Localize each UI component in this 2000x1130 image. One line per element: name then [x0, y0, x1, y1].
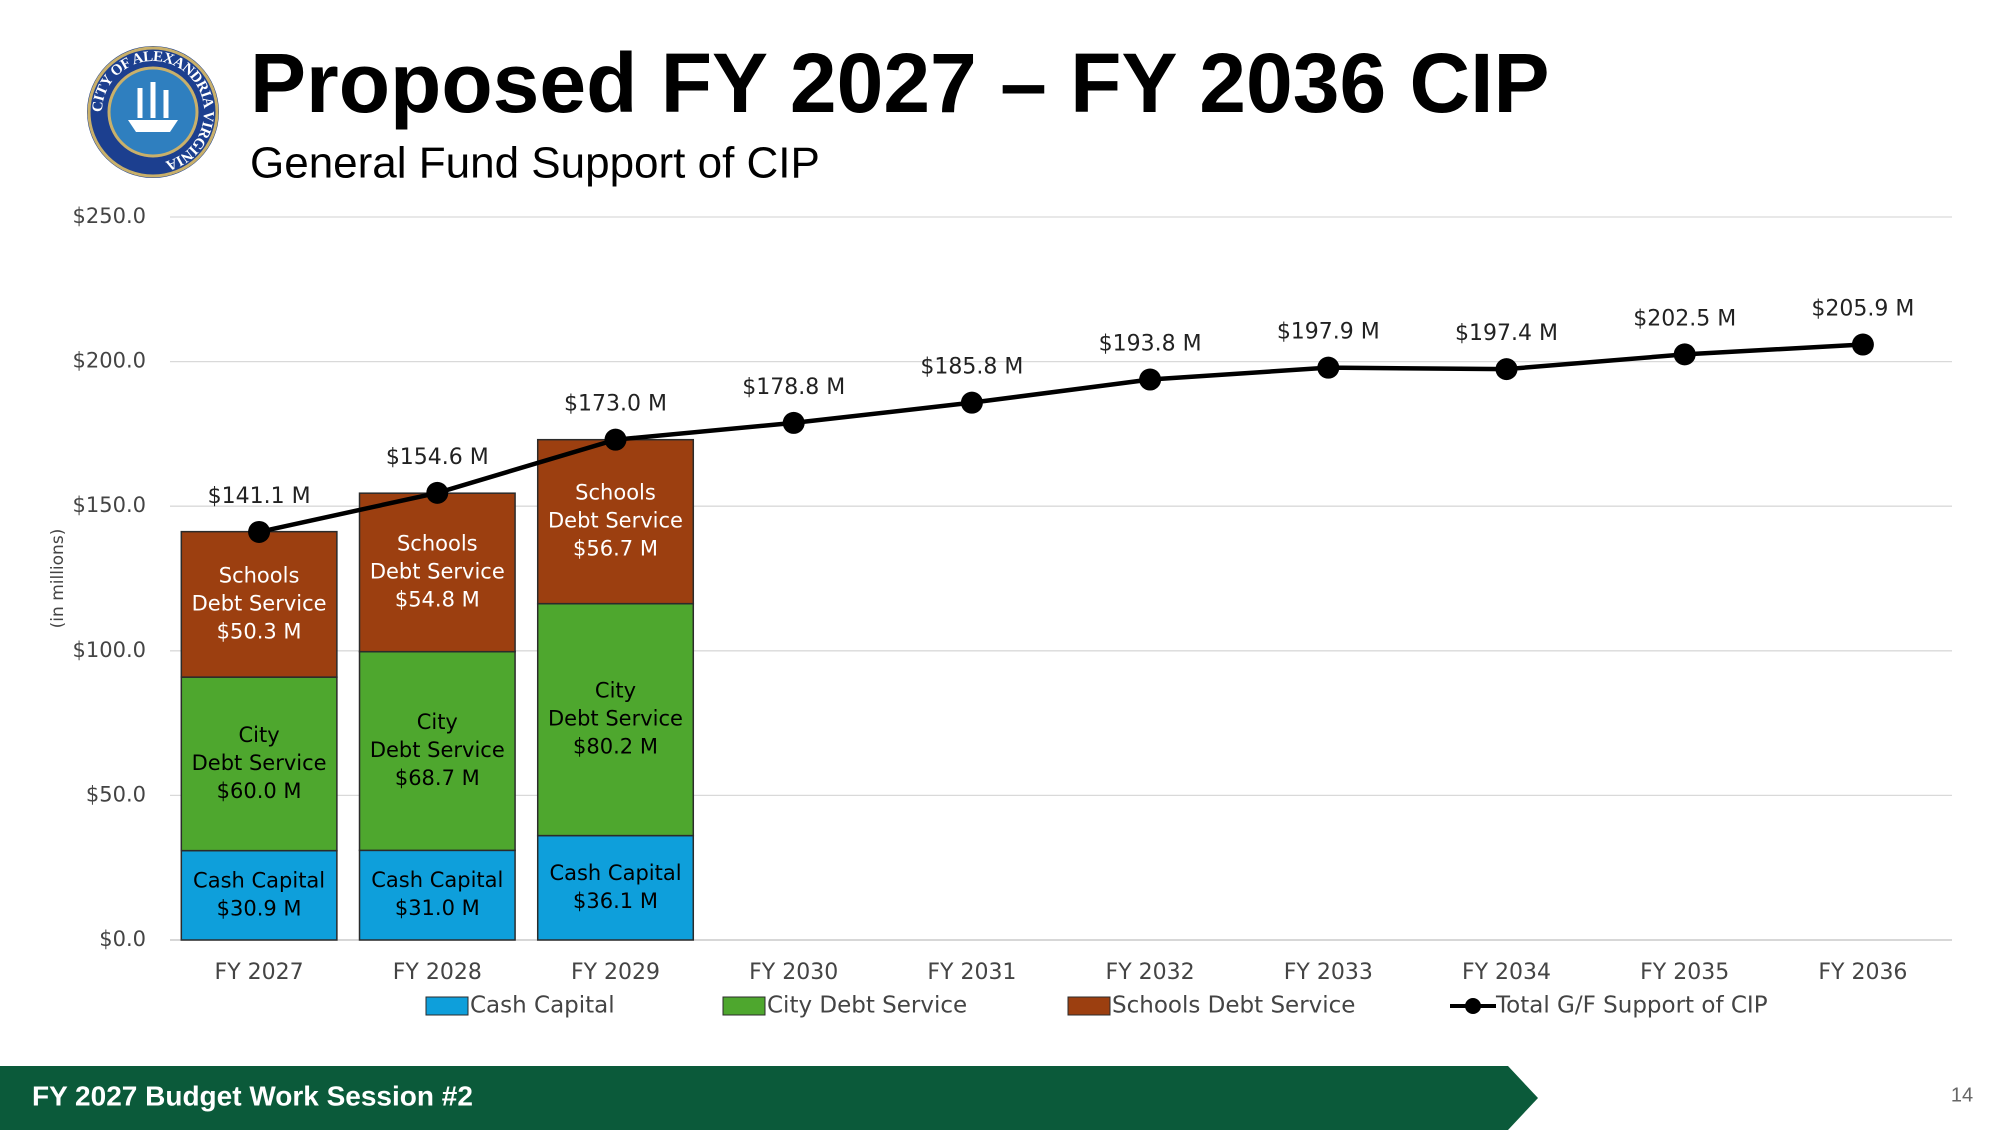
x-tick-label: FY 2028 — [393, 960, 482, 985]
total-point — [1139, 368, 1162, 391]
total-point — [426, 481, 449, 504]
bar-value-label: $50.3 M — [217, 619, 302, 643]
total-value-label: $154.6 M — [386, 445, 489, 470]
legend-label: Cash Capital — [470, 993, 615, 1019]
total-point — [248, 520, 271, 543]
x-tick-label: FY 2027 — [215, 960, 304, 985]
bar-segment — [536, 834, 695, 941]
y-tick-label: $100.0 — [73, 638, 146, 662]
legend-label: City Debt Service — [767, 993, 967, 1019]
legend-swatch — [425, 996, 469, 1016]
bar-label-name: Debt Service — [370, 738, 505, 762]
bar-label-name: Schools — [575, 481, 656, 505]
bar-segment — [180, 676, 338, 852]
bar-segment — [180, 849, 338, 941]
logo: CITY OF ALEXANDRIA VIRGINIA — [87, 46, 219, 178]
bar-value-label: $60.0 M — [217, 779, 302, 803]
bar-label-name: Debt Service — [192, 591, 327, 615]
bar-segment — [358, 849, 516, 941]
total-point — [1495, 358, 1518, 381]
y-tick-label: $50.0 — [86, 782, 146, 806]
x-tick-label: FY 2029 — [571, 960, 660, 985]
y-axis-label: (in millions) — [48, 529, 68, 629]
footer-band — [0, 1066, 1538, 1130]
bar-value-label: $54.8 M — [395, 587, 480, 611]
slide-subtitle: General Fund Support of CIP — [250, 139, 820, 188]
total-point — [1851, 333, 1874, 356]
x-tick-label: FY 2031 — [927, 960, 1016, 985]
bar-label-name: Schools — [219, 563, 300, 587]
total-value-label: $202.5 M — [1633, 306, 1736, 331]
bar-label-name: Schools — [397, 531, 478, 555]
chart: $0.0 $50.0 $100.0 $150.0 $200.0 $250.0 (in mil… — [48, 204, 1952, 1019]
y-tick-label: $0.0 — [99, 927, 146, 951]
bar-label-name: Debt Service — [548, 509, 683, 533]
x-tick-label: FY 2033 — [1284, 960, 1373, 985]
total-value-label: $197.4 M — [1455, 321, 1558, 346]
legend-label: Total G/F Support of CIP — [1495, 993, 1768, 1019]
total-point — [782, 411, 805, 434]
footer-text: FY 2027 Budget Work Session #2 — [32, 1080, 473, 1111]
total-point — [1673, 343, 1696, 366]
total-point — [960, 391, 983, 414]
bar-label-name: City — [239, 723, 280, 747]
logo-border — [87, 46, 219, 178]
bar-value-label: $56.7 M — [573, 537, 658, 561]
bar-value-label: $80.2 M — [573, 735, 658, 759]
bar-value-label: $36.1 M — [573, 889, 658, 913]
x-tick-label: FY 2032 — [1106, 960, 1195, 985]
bar-label-name: Cash Capital — [371, 868, 503, 892]
x-tick-label: FY 2036 — [1818, 960, 1907, 985]
total-value-label: $205.9 M — [1811, 297, 1914, 322]
bar-label-name: City — [595, 679, 636, 703]
legend-label: Schools Debt Service — [1112, 993, 1355, 1019]
y-tick-label: $200.0 — [73, 349, 146, 373]
total-value-label: $193.8 M — [1099, 332, 1202, 357]
x-tick-label: FY 2030 — [749, 960, 838, 985]
total-value-label: $141.1 M — [208, 484, 311, 509]
total-value-label: $178.8 M — [742, 375, 845, 400]
bar-label-name: Debt Service — [548, 707, 683, 731]
total-point — [604, 428, 627, 451]
bar-value-label: $31.0 M — [395, 896, 480, 920]
page-number: 14 — [1951, 1084, 1973, 1106]
total-value-label: $197.9 M — [1277, 320, 1380, 345]
x-tick-label: FY 2035 — [1640, 960, 1729, 985]
bar-segment — [536, 602, 695, 837]
bar-label-name: Debt Service — [370, 559, 505, 583]
legend-swatch — [722, 996, 766, 1016]
logo-masts — [137, 82, 169, 118]
bar-value-label: $30.9 M — [217, 896, 302, 920]
total-value-label: $173.0 M — [564, 392, 667, 417]
bar-value-label: $68.7 M — [395, 766, 480, 790]
bar-label-name: City — [417, 710, 458, 734]
bar-segment — [358, 492, 516, 653]
legend-swatch — [1067, 996, 1111, 1016]
y-tick-label: $150.0 — [73, 493, 146, 517]
bar-label-name: Cash Capital — [549, 861, 681, 885]
x-tick-label: FY 2034 — [1462, 960, 1551, 985]
logo-ship — [128, 120, 178, 132]
total-value-label: $185.8 M — [920, 355, 1023, 380]
legend-dot — [1465, 998, 1481, 1014]
total-line — [258, 342, 1864, 535]
bar-label-name: Debt Service — [192, 751, 327, 775]
slide-title: Proposed FY 2027 – FY 2036 CIP — [250, 36, 1550, 130]
y-tick-label: $250.0 — [73, 204, 146, 228]
bar-segment — [536, 438, 695, 605]
bar-label-name: Cash Capital — [193, 868, 325, 892]
bar-segment — [358, 650, 516, 852]
total-point — [1317, 356, 1340, 379]
